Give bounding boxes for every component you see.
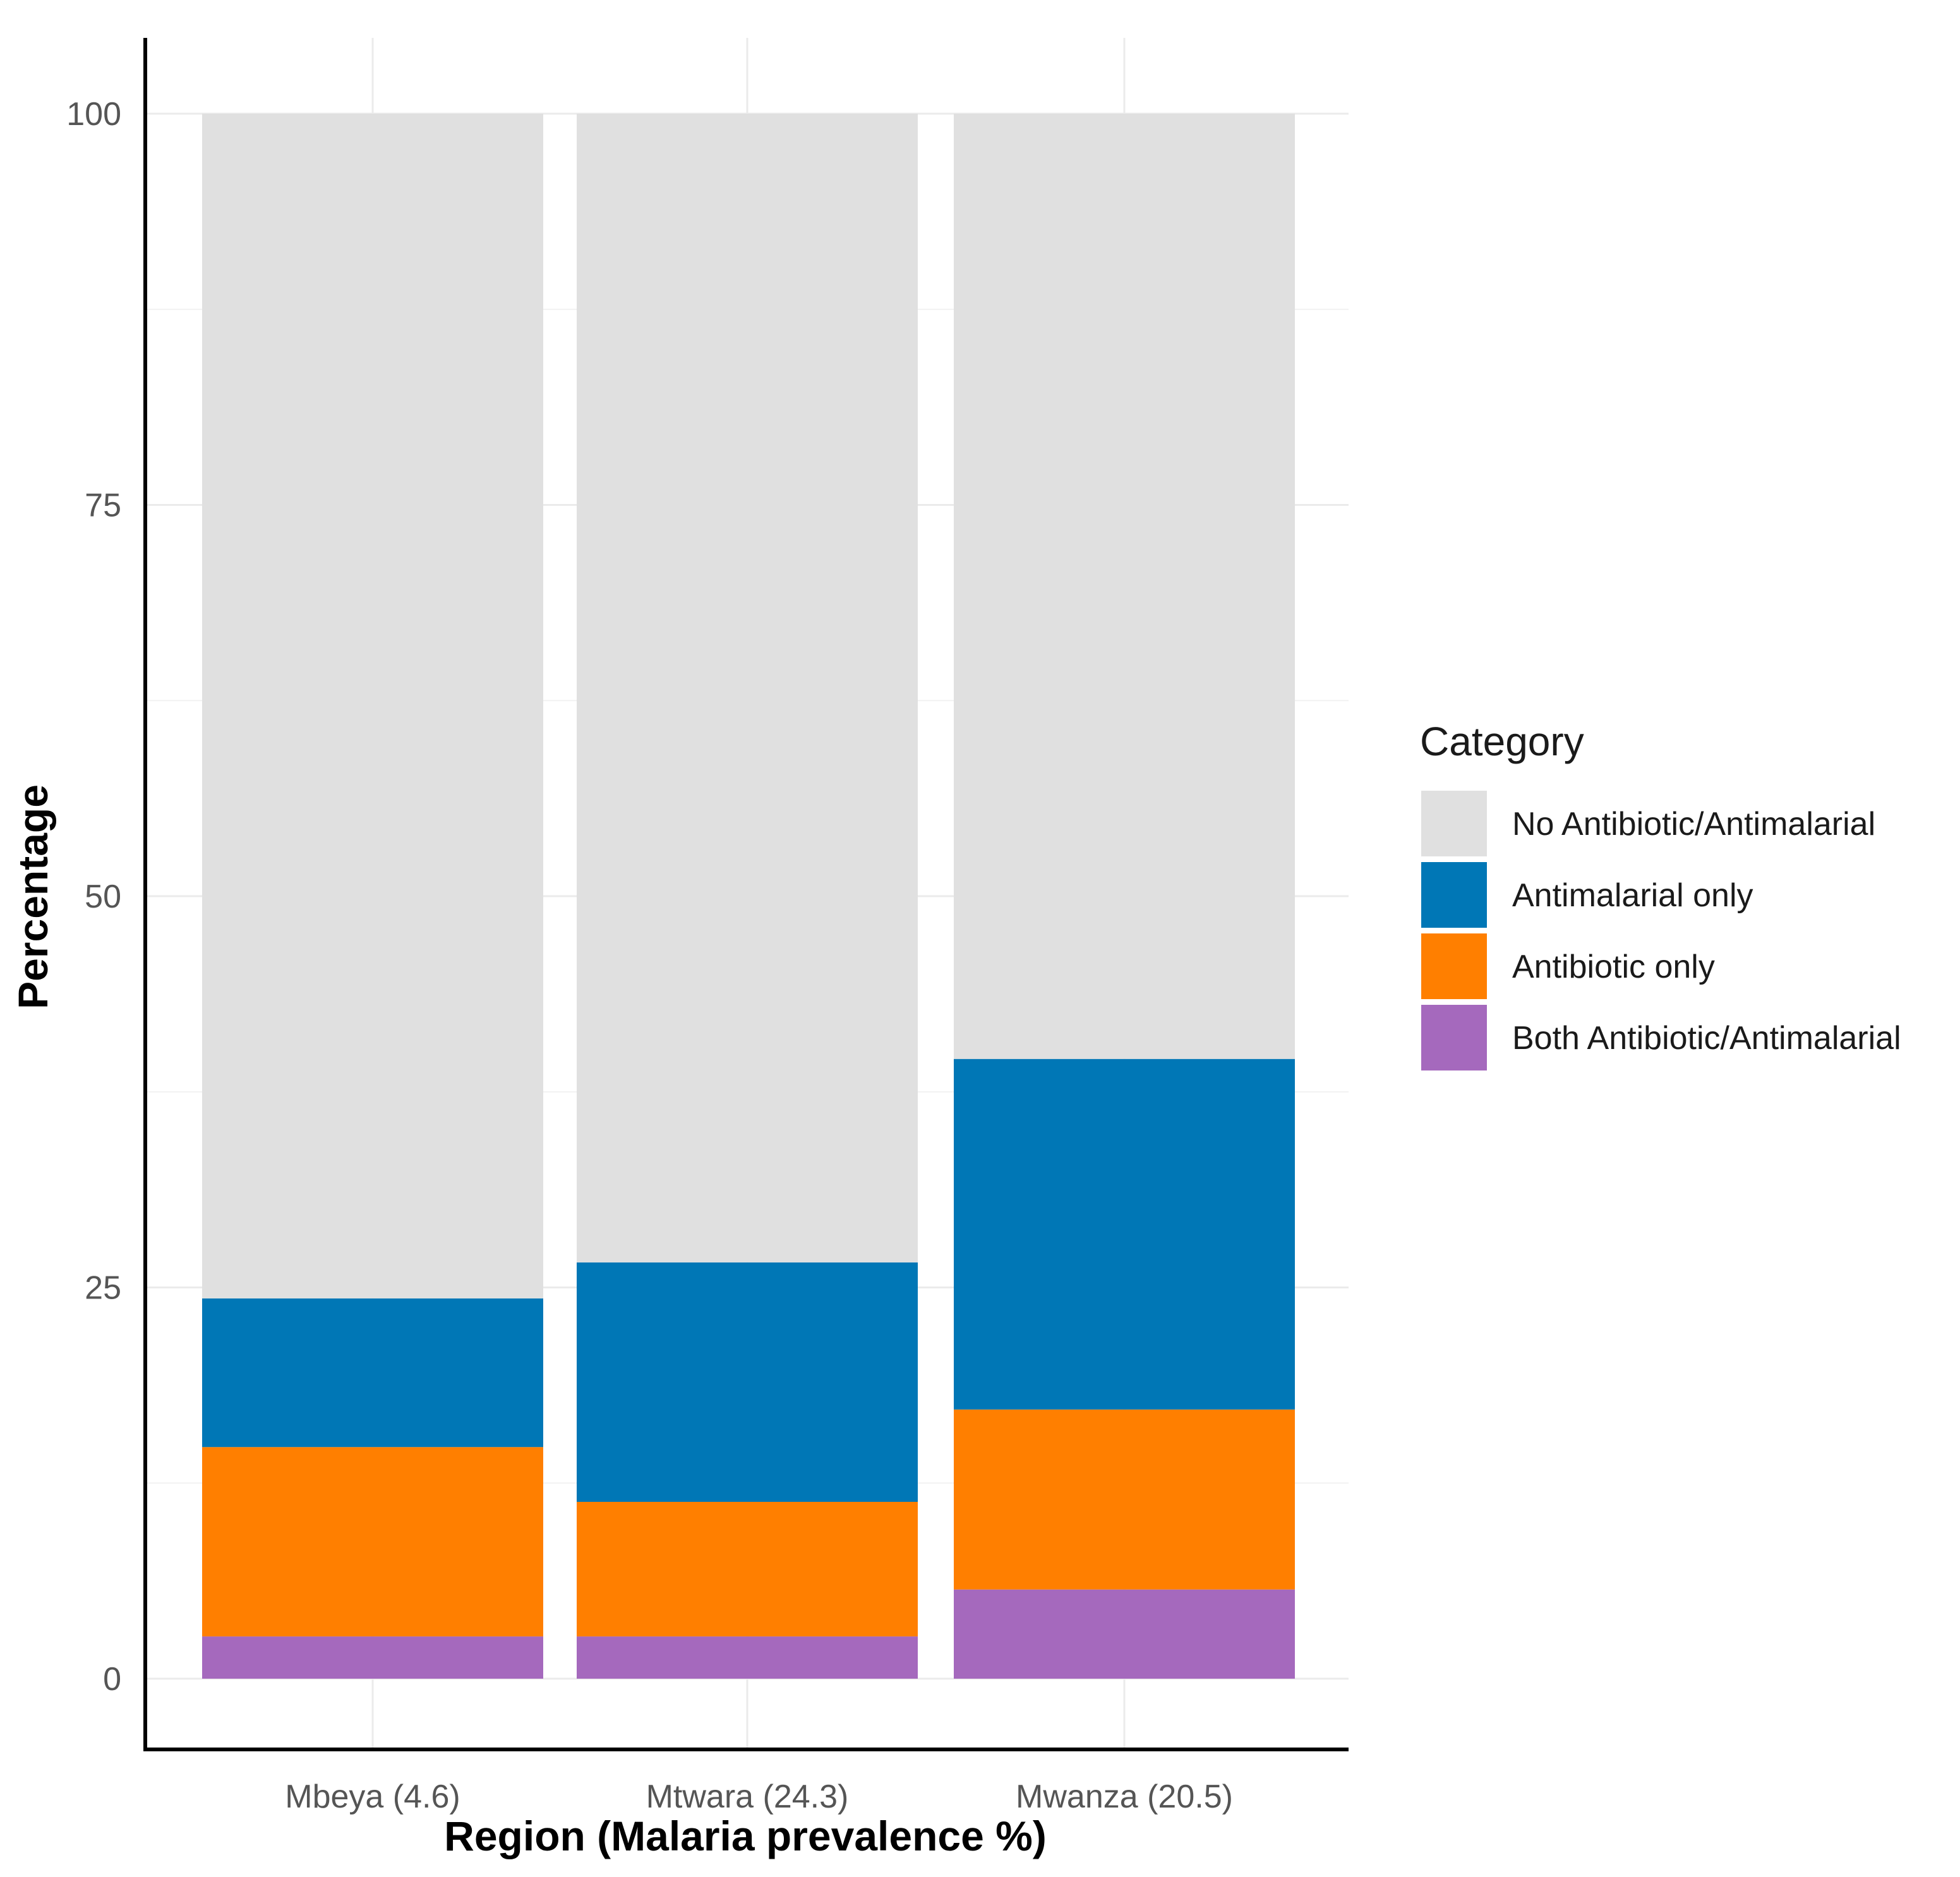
x-axis-title: Region (Malaria prevalence %)	[444, 1813, 1047, 1859]
bar-segment	[954, 1409, 1295, 1590]
bar-segment	[202, 1298, 543, 1448]
legend-swatch	[1421, 862, 1487, 928]
bar-segment	[202, 114, 543, 1298]
bar-segment	[954, 1589, 1295, 1679]
y-tick-label: 25	[85, 1270, 121, 1307]
y-tick-label: 0	[103, 1661, 121, 1698]
x-tick-label: Mbeya (4.6)	[285, 1778, 460, 1815]
bars	[202, 114, 1295, 1679]
bar-segment	[202, 1636, 543, 1679]
legend-label: Both Antibiotic/Antimalarial	[1512, 1020, 1901, 1057]
bar-segment	[577, 1501, 918, 1637]
y-axis-title: Percentage	[9, 784, 56, 1009]
x-tick-label: Mtwara (24.3)	[646, 1778, 849, 1815]
x-tick-label: Mwanza (20.5)	[1016, 1778, 1233, 1815]
bar-segment	[954, 1058, 1295, 1410]
bar-segment	[577, 1636, 918, 1679]
legend: Category No Antibiotic/Antimalarial Antim…	[1420, 719, 1901, 1070]
legend-swatch	[1421, 933, 1487, 999]
bar-segment	[202, 1447, 543, 1637]
y-tick-label: 75	[85, 488, 121, 524]
bar-segment	[954, 114, 1295, 1059]
legend-label: No Antibiotic/Antimalarial	[1512, 806, 1875, 843]
legend-swatch	[1421, 791, 1487, 856]
y-tick-label: 50	[85, 879, 121, 915]
axes	[143, 38, 1349, 1751]
legend-swatch	[1421, 1005, 1487, 1070]
legend-label: Antimalarial only	[1512, 877, 1753, 914]
y-tick-labels: 0 25 50 75 100	[66, 96, 121, 1698]
y-tick-label: 100	[66, 96, 121, 133]
legend-title: Category	[1420, 719, 1584, 764]
legend-label: Antibiotic only	[1512, 949, 1715, 985]
x-tick-labels: Mbeya (4.6) Mtwara (24.3) Mwanza (20.5)	[285, 1778, 1233, 1815]
bar-segment	[577, 114, 918, 1262]
bar-segment	[577, 1262, 918, 1502]
